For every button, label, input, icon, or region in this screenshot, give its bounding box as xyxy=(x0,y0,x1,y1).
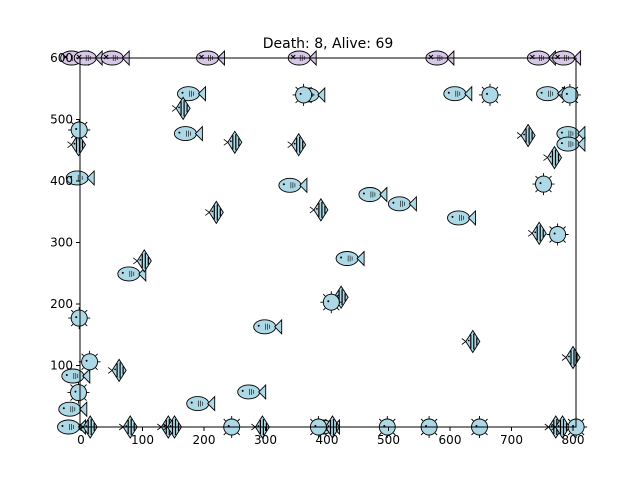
x-tick-label: 200 xyxy=(193,433,216,447)
pufferfish-marker xyxy=(558,83,582,107)
fish-marker xyxy=(278,177,308,193)
fish-marker xyxy=(447,210,476,226)
pufferfish-marker xyxy=(546,223,570,246)
fish-marker xyxy=(387,196,417,212)
fish-marker xyxy=(58,401,88,417)
pufferfish-marker xyxy=(478,83,502,107)
angelfish-marker xyxy=(204,200,224,224)
y-tick-label: 600 xyxy=(50,51,73,65)
x-tick-label: 600 xyxy=(439,433,462,447)
x-tick-label: 100 xyxy=(131,433,154,447)
y-tick-label: 100 xyxy=(50,359,73,373)
angelfish-marker xyxy=(107,358,127,382)
fish-marker xyxy=(117,266,147,282)
x-tick-label: 500 xyxy=(377,433,400,447)
pufferfish-marker xyxy=(67,381,90,405)
angelfish-marker xyxy=(287,133,307,157)
y-tick-label: 500 xyxy=(50,113,73,127)
x-tick-label: 0 xyxy=(77,433,85,447)
x-tick-label: 800 xyxy=(562,433,585,447)
fish-marker xyxy=(186,396,216,412)
fish-marker xyxy=(237,384,267,400)
angelfish-marker xyxy=(527,221,547,245)
axis-ticks: 0 100 200 300 400 500 600 700 800 100 200 300 400 500… xyxy=(50,51,584,447)
x-tick-label: 700 xyxy=(500,433,523,447)
y-tick-label: 300 xyxy=(50,236,73,250)
pufferfish-marker xyxy=(292,83,316,107)
pufferfish-marker xyxy=(532,172,555,196)
fish-marker xyxy=(443,86,473,102)
x-tick-label: 300 xyxy=(254,433,277,447)
angelfish-marker xyxy=(542,146,563,170)
fish-marker xyxy=(177,86,206,102)
angelfish-marker xyxy=(561,345,581,370)
pufferfish-marker xyxy=(78,350,102,374)
fish-marker xyxy=(556,136,586,152)
angelfish-marker xyxy=(461,329,481,354)
chart-title: Death: 8, Alive: 69 xyxy=(263,36,394,52)
pufferfish-marker xyxy=(319,290,343,314)
fish-marker xyxy=(253,319,283,335)
marker-layer xyxy=(57,50,588,439)
fish-marker xyxy=(335,251,365,266)
angelfish-marker xyxy=(223,130,243,154)
plot-frame xyxy=(79,57,577,428)
x-tick-label: 400 xyxy=(316,433,339,447)
fish-marker xyxy=(358,187,388,202)
fish-marker xyxy=(536,86,566,102)
fish-marker xyxy=(173,126,203,142)
angelfish-marker xyxy=(516,123,536,148)
angelfish-marker xyxy=(309,198,329,222)
y-tick-label: 400 xyxy=(50,174,73,188)
y-tick-label: 200 xyxy=(50,297,73,311)
